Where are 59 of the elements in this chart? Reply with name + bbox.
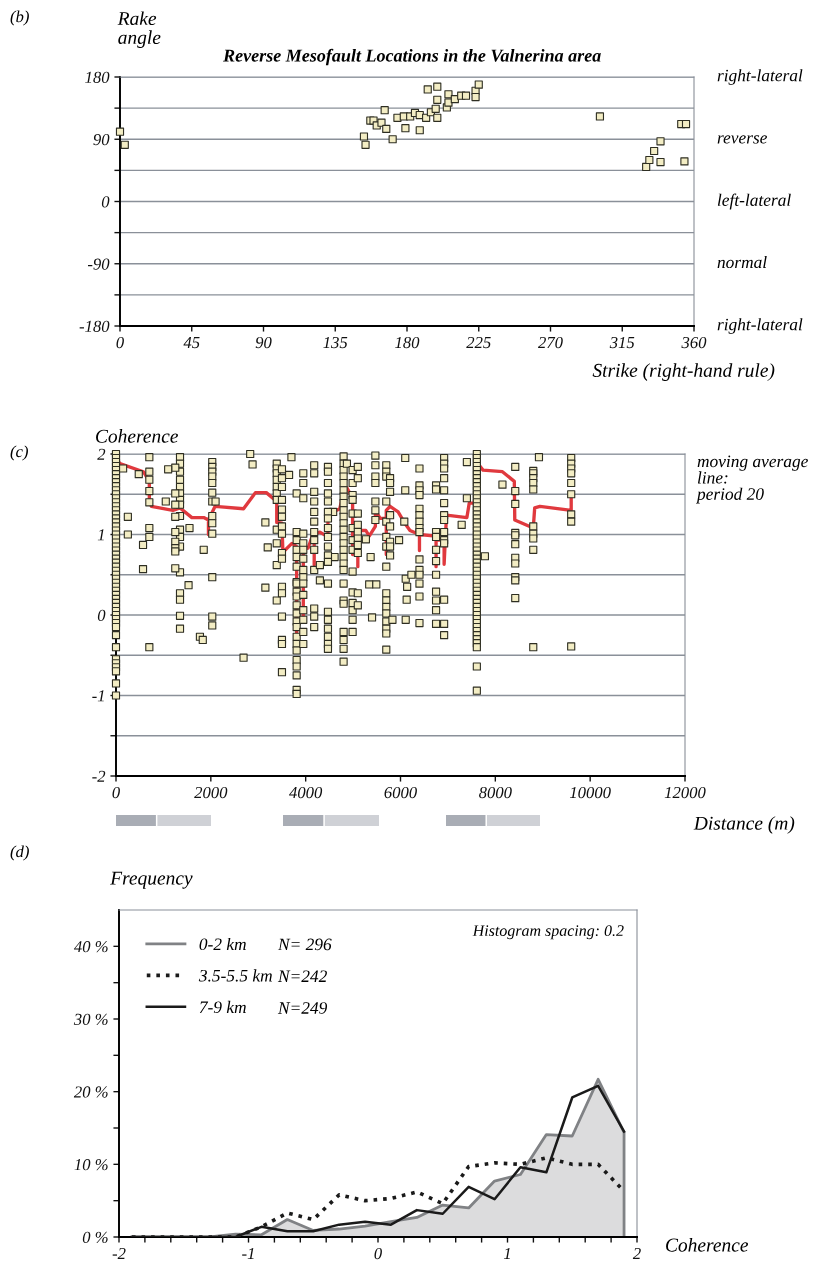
x-tick-label: 8000 — [479, 786, 512, 799]
annotation: N=249 — [277, 1002, 328, 1014]
y-axis-title: Frequency — [110, 871, 193, 889]
x-tick-label: 2 — [632, 1247, 641, 1259]
x-tick-label: 0 — [116, 336, 124, 349]
x-tick-label: 0 — [374, 1247, 382, 1260]
legend-label: 7-9 km — [199, 1000, 246, 1014]
legend-label: 0-2 km — [199, 937, 246, 951]
x-axis-title: Distance (m) — [693, 816, 795, 834]
y-tick-label: 1 — [97, 529, 104, 541]
text: right-lateral — [717, 69, 803, 85]
legend-label: 3.5-5.5 km — [198, 969, 272, 982]
annotation: N=242 — [277, 970, 327, 982]
y-tick-label: -90 — [87, 258, 110, 270]
x-tick-label: 4000 — [289, 786, 323, 799]
x-tick-label: 270 — [538, 336, 563, 349]
x-tick-label: 0 — [112, 786, 120, 799]
y-tick-label: 180 — [85, 71, 110, 83]
text: normal — [717, 255, 767, 269]
x-tick-label: 6000 — [384, 786, 417, 799]
y-axis-title: Coherence — [96, 429, 179, 443]
y-tick-label: -180 — [79, 320, 110, 332]
x-tick-label: 135 — [323, 336, 348, 349]
y-tick-label: 2 — [97, 448, 106, 460]
x-tick-label: 10000 — [569, 786, 611, 799]
x-tick-label: 315 — [609, 336, 635, 349]
y-tick-label: 90 — [93, 133, 110, 146]
y-tick-label: 10 % — [74, 1159, 108, 1171]
text: right-lateral — [717, 318, 803, 334]
y-tick-label: 0 — [101, 196, 110, 208]
annotation: N= 296 — [277, 938, 332, 951]
y-tick-label: 30 % — [73, 1013, 108, 1025]
x-tick-label: 360 — [681, 336, 707, 349]
x-axis-title: Strike (right-hand rule) — [592, 363, 775, 381]
text: left-lateral — [717, 193, 791, 210]
x-tick-label: 180 — [395, 336, 420, 349]
y-tick-label: -2 — [92, 770, 106, 782]
text: (c) — [10, 445, 28, 461]
x-tick-label: 225 — [466, 336, 491, 349]
x-tick-label: 45 — [183, 337, 200, 349]
y-tick-label: 20 % — [73, 1086, 108, 1098]
y-tick-label: 40 % — [73, 941, 108, 953]
y-tick-label: -1 — [92, 690, 104, 702]
x-tick-label: -1 — [242, 1247, 254, 1259]
text: (d) — [10, 845, 29, 861]
x-tick-label: -2 — [112, 1247, 126, 1259]
x-tick-label: 12000 — [664, 786, 706, 799]
chart-title: Reverse Mesofault Locations in the Valnerina area — [223, 48, 601, 66]
text: (b) — [10, 10, 29, 26]
x-tick-label: 1 — [503, 1247, 510, 1259]
annotation: Histogram spacing: 0.2 — [472, 925, 624, 940]
text: moving average line: period 20 — [695, 455, 808, 504]
y-axis-title: Rake angle — [117, 11, 161, 48]
text: reverse — [717, 135, 768, 144]
y-tick-label: 0 % — [82, 1231, 108, 1243]
x-tick-label: 2000 — [194, 786, 228, 799]
x-tick-label: 90 — [255, 336, 272, 349]
x-axis-title: Coherence — [666, 1237, 749, 1252]
y-tick-label: 0 — [97, 609, 106, 621]
